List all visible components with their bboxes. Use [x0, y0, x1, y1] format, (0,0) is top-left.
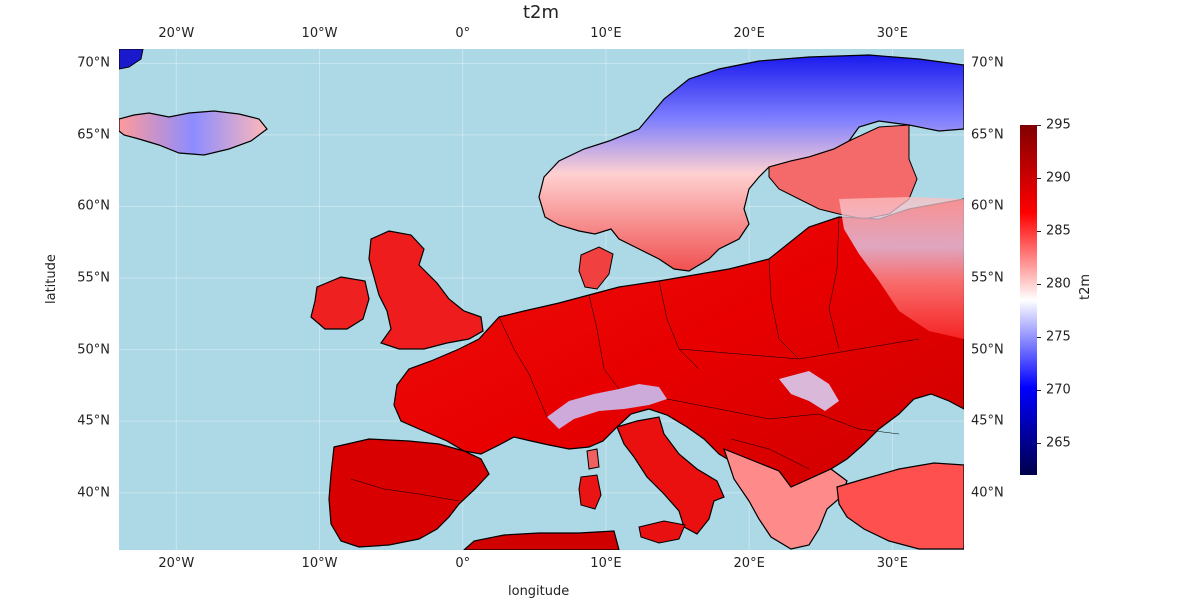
colorbar-tick-mark	[1037, 443, 1041, 445]
colorbar-tick-mark	[1037, 231, 1041, 233]
land-italy	[616, 416, 725, 535]
lon-tick-label-top: 0°	[455, 26, 471, 41]
lat-tick-label-right: 40°N	[971, 485, 1004, 501]
lat-tick-label-right: 50°N	[971, 342, 1004, 358]
colorbar-tick-label: 265	[1046, 435, 1071, 451]
lat-tick-label-right: 65°N	[971, 127, 1004, 143]
lat-tick-label-left: 40°N	[77, 485, 110, 501]
lon-tick-label-bottom: 30°E	[876, 556, 909, 571]
colorbar-tick-label: 275	[1046, 329, 1071, 345]
colorbar-tick-label: 295	[1046, 117, 1071, 133]
lon-tick-label-top: 10°W	[301, 26, 338, 41]
land-north-africa	[463, 530, 620, 550]
land-greenland-edge	[119, 49, 144, 70]
colorbar-tick-mark	[1037, 125, 1041, 126]
lat-tick-label-left: 45°N	[77, 413, 110, 429]
colorbar-tick-label: 270	[1046, 382, 1071, 398]
lon-tick-label-bottom: 20°E	[733, 556, 765, 571]
lat-tick-label-left: 55°N	[77, 270, 110, 286]
lon-tick-label-top: 20°E	[733, 26, 765, 41]
lat-tick-label-left: 65°N	[77, 127, 110, 143]
lat-tick-label-right: 70°N	[971, 55, 1004, 71]
lon-tick-label-top: 20°W	[158, 26, 195, 41]
colorbar-tick-mark	[1037, 337, 1041, 339]
land-iceland	[119, 110, 268, 156]
colorbar-tick-mark	[1037, 390, 1041, 392]
land-corsica	[586, 448, 600, 470]
land-great-britain	[368, 230, 484, 350]
lon-tick-label-bottom: 10°W	[301, 556, 338, 571]
land-ireland	[310, 276, 370, 330]
land-finland	[768, 124, 918, 220]
land-sicily	[638, 520, 686, 544]
lat-tick-label-left: 60°N	[77, 198, 110, 214]
lat-tick-label-right: 55°N	[971, 270, 1004, 286]
land-denmark	[578, 246, 614, 290]
map-title: t2m	[522, 2, 560, 23]
land-turkey	[836, 462, 964, 550]
y-axis-label: latitude	[44, 254, 59, 304]
eastern-cool-region	[839, 197, 964, 339]
lat-tick-label-left: 70°N	[77, 55, 110, 71]
land-balkans	[723, 447, 848, 550]
colorbar-tick-label: 290	[1046, 170, 1071, 186]
country-borders	[350, 216, 920, 502]
colorbar-tick-label: 280	[1046, 276, 1071, 292]
lon-tick-label-bottom: 0°	[455, 556, 471, 571]
colorbar-tick-label: 285	[1046, 223, 1071, 239]
x-axis-label: longitude	[508, 584, 570, 599]
lon-tick-label-bottom: 20°W	[158, 556, 195, 571]
land-sardinia	[578, 474, 602, 510]
lon-tick-label-top: 30°E	[876, 26, 909, 41]
colorbar-label: t2m	[1078, 273, 1093, 300]
lat-tick-label-right: 45°N	[971, 413, 1004, 429]
land-iberia	[328, 438, 490, 548]
lat-tick-label-left: 50°N	[77, 342, 110, 358]
lon-tick-label-top: 10°E	[590, 26, 622, 41]
temperature-map[interactable]	[119, 49, 964, 550]
colorbar-tick-mark	[1037, 284, 1041, 286]
colorbar	[1020, 125, 1037, 475]
lon-tick-label-bottom: 10°E	[590, 556, 622, 571]
colorbar-tick-mark	[1037, 178, 1041, 180]
lat-tick-label-right: 60°N	[971, 198, 1004, 214]
alps-cold-region	[547, 384, 667, 429]
carpathians-cold-region	[779, 371, 839, 411]
